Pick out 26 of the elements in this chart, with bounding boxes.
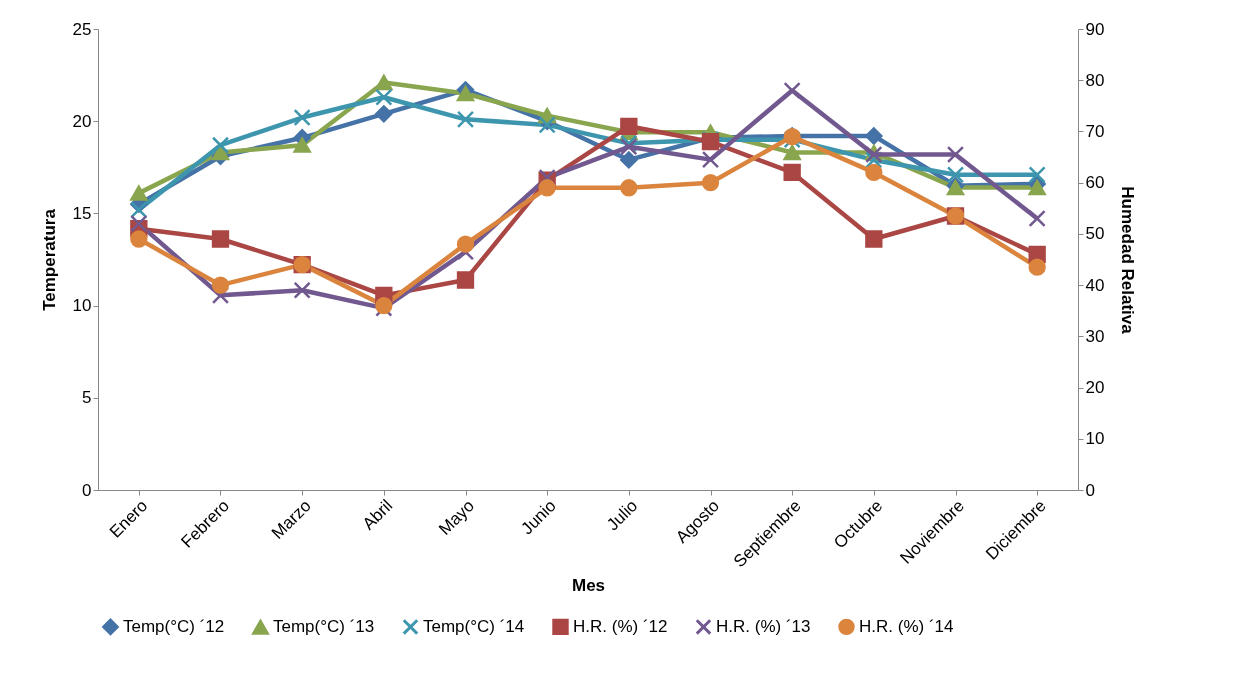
y-tick-label: 5 [82, 388, 92, 408]
y-axis-title: Temperatura [39, 208, 59, 311]
y2-tick-label: 80 [1085, 70, 1105, 90]
y-tick-label: 20 [72, 111, 92, 131]
legend-label: H.R. (%) ´13 [716, 616, 811, 636]
legend-label: Temp(°C) ´12 [123, 616, 225, 636]
y-tick-label: 10 [72, 296, 92, 316]
x-axis-title: Mes [571, 576, 606, 596]
x-tick-label: Julio [603, 496, 642, 535]
y2-tick-label: 50 [1085, 224, 1105, 244]
y2-tick-label: 70 [1085, 121, 1105, 141]
y2-tick-label: 20 [1085, 378, 1105, 398]
y2-tick-label: 30 [1085, 326, 1105, 346]
legend-label: Temp(°C) ´13 [273, 617, 375, 637]
y2-tick-label: 0 [1085, 480, 1095, 500]
y2-axis-title: Humedad Relativa [1118, 186, 1138, 335]
y2-tick-label: 90 [1085, 19, 1105, 39]
legend-label: H.R. (%) ´12 [573, 616, 668, 636]
y2-tick-label: 10 [1085, 429, 1105, 449]
y-tick-label: 25 [72, 19, 92, 39]
y-tick-label: 0 [82, 480, 92, 500]
y-tick-label: 15 [72, 203, 92, 223]
y2-tick-label: 40 [1085, 275, 1105, 295]
legend-label: Temp(°C) ´14 [423, 616, 525, 636]
y2-tick-label: 60 [1085, 173, 1105, 193]
legend-label: H.R. (%) ´14 [859, 616, 954, 636]
